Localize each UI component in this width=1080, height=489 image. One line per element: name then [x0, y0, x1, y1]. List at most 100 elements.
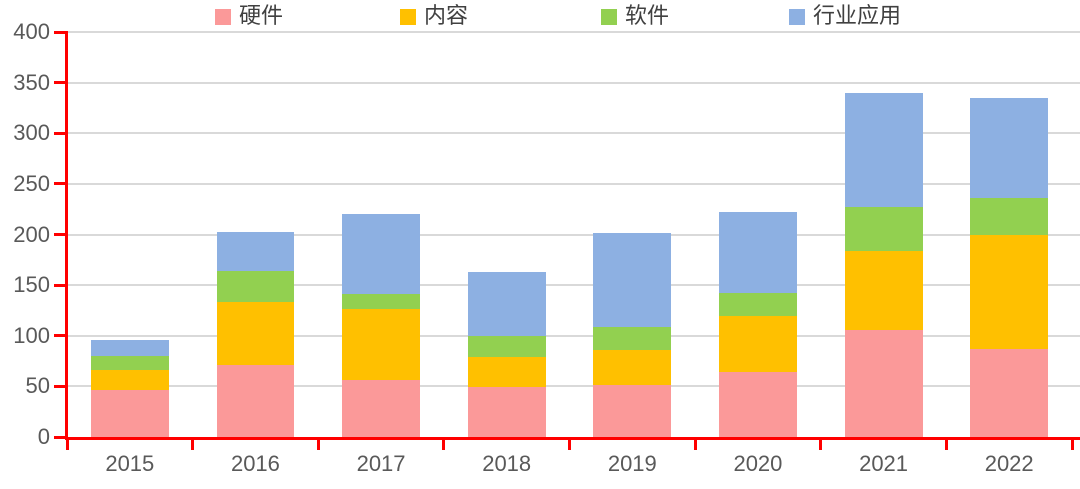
bar-segment: [467, 335, 546, 358]
x-axis-label: 2020: [733, 451, 783, 476]
y-tick-mark: [54, 435, 67, 439]
bar-segment: [844, 250, 923, 330]
x-tick-mark: [65, 440, 69, 450]
legend-label: 软件: [625, 3, 670, 28]
bar-segment: [970, 234, 1049, 349]
gridline: [67, 31, 1080, 33]
bar-segment: [342, 294, 420, 310]
bar-segment: [216, 302, 295, 366]
legend-swatch: [215, 9, 231, 25]
y-tick-mark: [54, 182, 67, 186]
gridline: [67, 132, 1080, 135]
bar-segment: [90, 339, 169, 357]
bar-cell-2019: [570, 32, 696, 437]
gridline: [67, 385, 1080, 388]
bar-cell-2017: [318, 32, 444, 437]
bar-segment: [593, 326, 672, 350]
legend-label: 内容: [424, 3, 469, 28]
y-axis-label: 100: [13, 322, 50, 348]
x-tick-mark: [1070, 440, 1074, 450]
legend-label: 硬件: [239, 3, 284, 28]
y-tick-mark: [54, 334, 67, 338]
x-axis-label: 2016: [230, 451, 280, 476]
gridline: [67, 233, 1080, 236]
x-tick-mark: [568, 440, 571, 450]
gridline: [67, 81, 1080, 84]
x-axis-line: [65, 437, 1080, 440]
y-axis-label: 350: [13, 69, 50, 95]
y-axis-label: 200: [13, 221, 50, 247]
bar-segment: [90, 390, 169, 437]
bar-2020: [719, 212, 797, 437]
y-axis-label: 50: [25, 373, 50, 399]
bar-cell-2021: [821, 32, 947, 437]
bar-segment: [719, 293, 797, 316]
y-tick-mark: [54, 30, 67, 34]
bar-segment: [90, 370, 169, 391]
gridline: [67, 182, 1080, 185]
x-tick-mark: [693, 440, 697, 450]
x-axis-label: 2019: [607, 451, 657, 476]
y-axis-label: 300: [13, 120, 50, 146]
x-axis-label: 2022: [984, 451, 1034, 476]
x-axis-label: 2021: [859, 451, 909, 476]
bar-segment: [467, 387, 546, 437]
bar-cell-2020: [695, 32, 821, 437]
legend-item: 硬件: [215, 3, 283, 29]
bar-segment: [467, 271, 546, 336]
bar-segment: [970, 97, 1049, 199]
x-tick-mark: [819, 440, 823, 450]
bar-2016: [216, 231, 295, 437]
bar-2019: [593, 232, 672, 437]
y-axis-label: 400: [13, 19, 50, 44]
bar-segment: [342, 309, 420, 381]
y-tick-mark: [54, 384, 67, 388]
x-axis-label: 2015: [105, 451, 155, 476]
bar-2021: [844, 92, 923, 437]
chart-legend: 硬件 内容 软件 行业应用: [0, 3, 1080, 31]
y-tick-mark: [54, 283, 67, 287]
bar-segment: [844, 207, 923, 251]
x-axis-label: 2018: [482, 451, 532, 476]
x-tick-mark: [944, 440, 948, 450]
gridline: [67, 334, 1080, 337]
legend-swatch: [789, 9, 805, 25]
y-tick-mark: [54, 233, 67, 236]
legend-label: 行业应用: [813, 3, 902, 28]
y-axis-label: 250: [13, 170, 50, 196]
y-tick-mark: [54, 131, 67, 135]
bar-segment: [342, 380, 420, 437]
bar-segment: [90, 356, 169, 371]
bar-segment: [970, 198, 1049, 235]
bar-2018: [467, 271, 546, 437]
bar-segment: [342, 214, 420, 295]
x-axis-label: 2017: [356, 451, 406, 476]
bar-cell-2015: [67, 32, 193, 437]
y-axis-label: 150: [13, 272, 50, 298]
bar-2017: [342, 214, 420, 437]
bar-segment: [719, 372, 797, 437]
x-tick-mark: [442, 440, 446, 450]
bar-segment: [593, 385, 672, 437]
bars-plot-area: [67, 32, 1072, 437]
x-axis-labels: 2015 2016 2017 2018 2019 2020 2021 2022: [67, 451, 1072, 477]
bar-segment: [216, 365, 295, 437]
bar-segment: [216, 270, 295, 303]
legend-item: 行业应用: [789, 3, 901, 29]
bar-segment: [844, 92, 923, 208]
gridlines-layer: [67, 31, 1080, 437]
bar-segment: [593, 232, 672, 327]
y-tick-mark: [54, 81, 67, 85]
bar-2015: [90, 339, 169, 437]
legend-swatch: [400, 9, 416, 25]
x-tick-mark: [191, 440, 195, 450]
y-axis-label: 0: [37, 424, 50, 449]
bar-segment: [216, 231, 295, 271]
bar-cell-2022: [946, 32, 1072, 437]
legend-swatch: [601, 9, 617, 25]
bar-segment: [970, 348, 1049, 437]
